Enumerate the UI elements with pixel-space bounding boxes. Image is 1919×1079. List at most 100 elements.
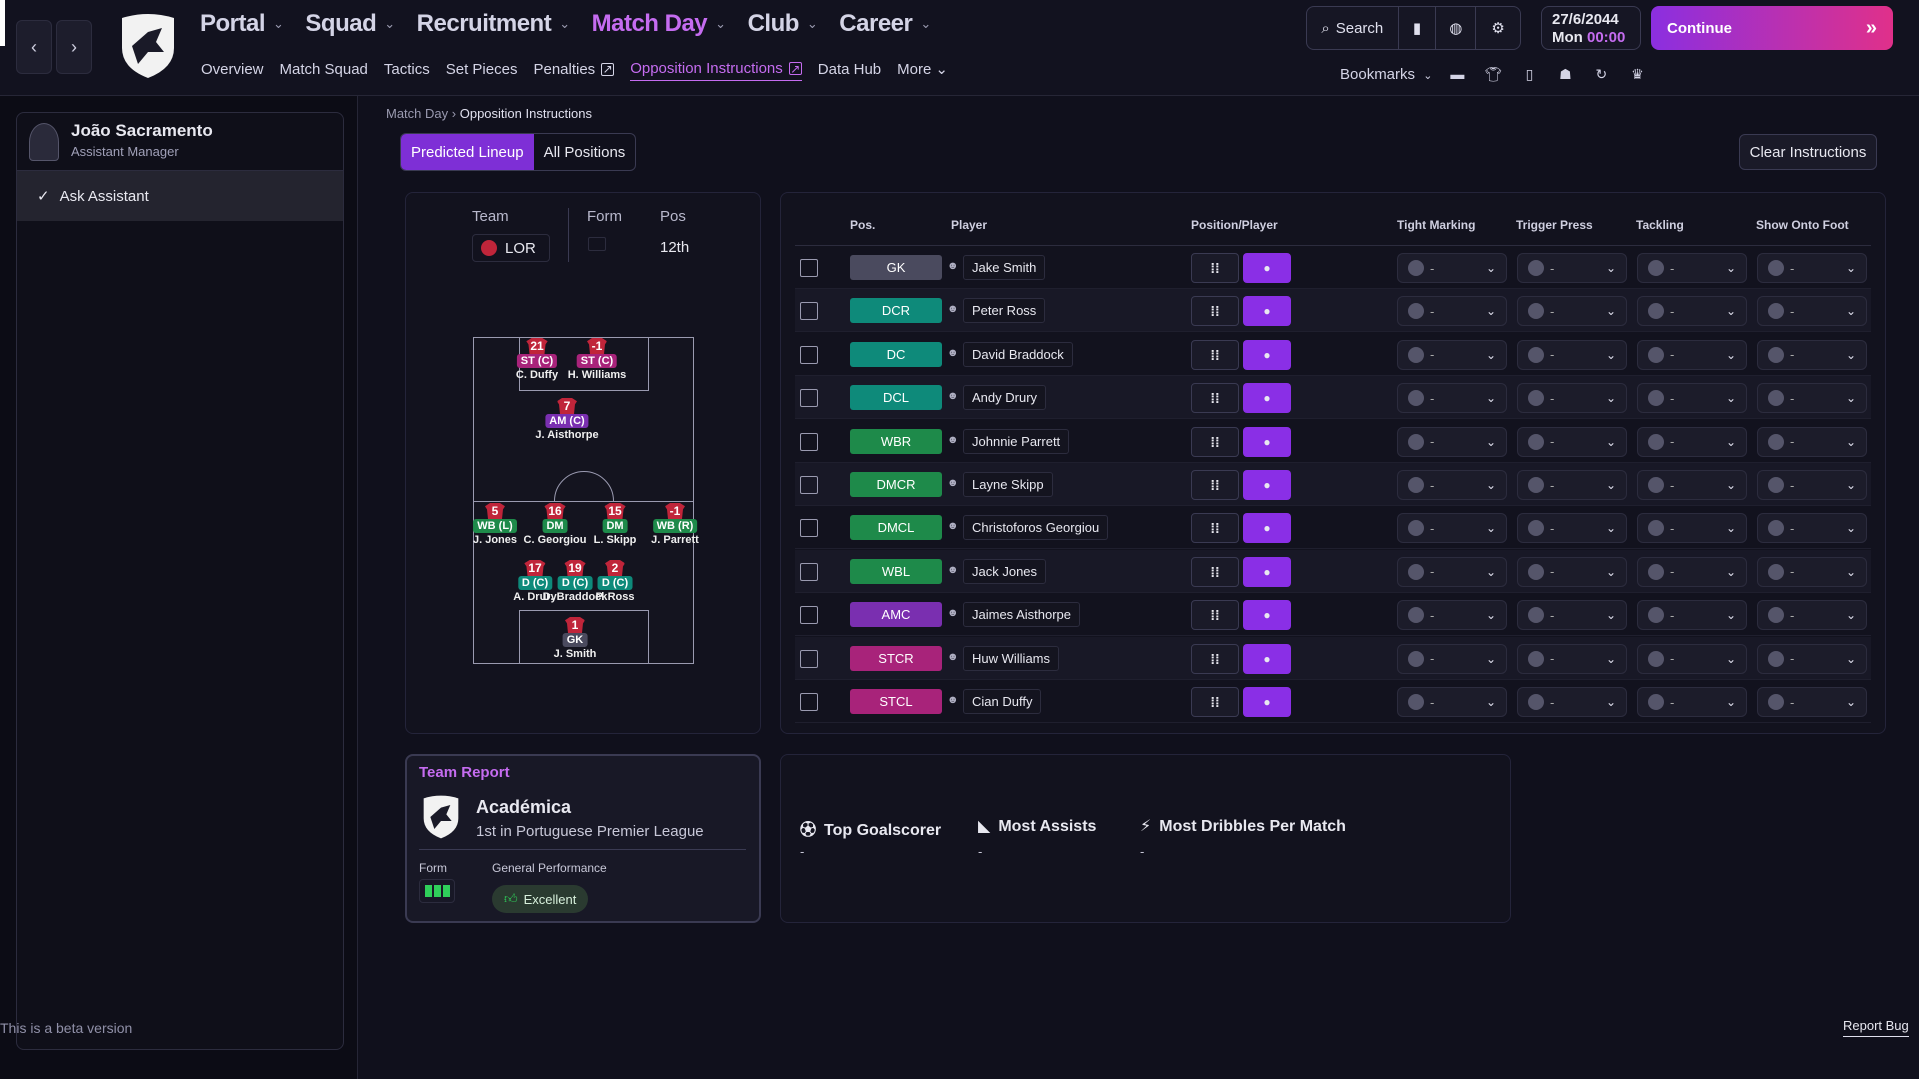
forward-button[interactable]: › xyxy=(56,20,92,74)
pitch-player[interactable]: 19 D (C) D. Braddock xyxy=(543,560,607,603)
search-button[interactable]: ⌕ Search xyxy=(1307,7,1399,49)
player-name-chip[interactable]: Johnnie Parrett xyxy=(963,428,1070,454)
subnav-data-hub[interactable]: Data Hub xyxy=(818,60,881,81)
instruction-dropdown[interactable]: - ⌄ xyxy=(1397,426,1507,457)
instruction-dropdown[interactable]: - ⌄ xyxy=(1517,513,1627,544)
pitch-player[interactable]: -1 WB (R) J. Parrett xyxy=(651,503,699,546)
instruction-dropdown[interactable]: - ⌄ xyxy=(1397,556,1507,587)
player-name-chip[interactable]: Cian Duffy xyxy=(963,689,1042,714)
subnav-opposition-instructions[interactable]: Opposition Instructions ↗ xyxy=(630,60,802,81)
position-toggle-button[interactable]: ⁞⁞ xyxy=(1191,556,1239,587)
instruction-dropdown[interactable]: - ⌄ xyxy=(1757,383,1867,414)
instruction-dropdown[interactable]: - ⌄ xyxy=(1757,556,1867,587)
instruction-dropdown[interactable]: - ⌄ xyxy=(1397,643,1507,674)
subnav-set-pieces[interactable]: Set Pieces xyxy=(446,60,518,81)
instruction-dropdown[interactable]: - ⌄ xyxy=(1517,687,1627,717)
position-toggle-button[interactable]: ⁞⁞ xyxy=(1191,470,1239,500)
nav-match-day[interactable]: Match Day ⌄ xyxy=(592,10,726,38)
instruction-dropdown[interactable]: - ⌄ xyxy=(1397,383,1507,414)
row-checkbox[interactable] xyxy=(800,606,818,625)
position-toggle-button[interactable]: ⁞⁞ xyxy=(1191,296,1239,327)
row-checkbox[interactable] xyxy=(800,345,818,364)
instruction-dropdown[interactable]: - ⌄ xyxy=(1637,339,1747,370)
instruction-dropdown[interactable]: - ⌄ xyxy=(1397,296,1507,327)
date-display[interactable]: 27/6/2044 Mon 00:00 xyxy=(1541,6,1641,50)
clipboard-icon[interactable]: ▯ xyxy=(1525,65,1534,82)
player-name-chip[interactable]: Jack Jones xyxy=(963,558,1047,584)
pitch-player[interactable]: -1 ST (C) H. Williams xyxy=(568,338,626,381)
back-button[interactable]: ‹ xyxy=(16,20,52,74)
instruction-dropdown[interactable]: - ⌄ xyxy=(1637,426,1747,457)
subnav-overview[interactable]: Overview xyxy=(201,60,264,81)
row-checkbox[interactable] xyxy=(800,476,818,494)
player-toggle-button[interactable]: ● xyxy=(1243,426,1291,457)
instruction-dropdown[interactable]: - ⌄ xyxy=(1637,513,1747,544)
instruction-dropdown[interactable]: - ⌄ xyxy=(1517,383,1627,414)
instruction-dropdown[interactable]: - ⌄ xyxy=(1757,600,1867,631)
position-toggle-button[interactable]: ⁞⁞ xyxy=(1191,383,1239,414)
instruction-dropdown[interactable]: - ⌄ xyxy=(1637,687,1747,717)
staff-icon[interactable]: ☗ xyxy=(1559,65,1572,82)
pitch-player[interactable]: 17 D (C) A. Drury xyxy=(513,560,557,603)
shirt-icon[interactable]: 👕︎ xyxy=(1484,65,1503,82)
instruction-dropdown[interactable]: - ⌄ xyxy=(1637,600,1747,631)
player-toggle-button[interactable]: ● xyxy=(1243,687,1291,717)
instruction-dropdown[interactable]: - ⌄ xyxy=(1757,296,1867,327)
instruction-dropdown[interactable]: - ⌄ xyxy=(1397,600,1507,631)
bookmarks-dropdown[interactable]: Bookmarks ⌄ xyxy=(1340,66,1432,83)
player-toggle-button[interactable]: ● xyxy=(1243,643,1291,674)
player-toggle-button[interactable]: ● xyxy=(1243,600,1291,631)
pitch-player[interactable]: 16 DM C. Georgiou xyxy=(524,503,586,546)
pitch-player[interactable]: 7 AM (C) J. Aisthorpe xyxy=(535,398,599,441)
position-toggle-button[interactable]: ⁞⁞ xyxy=(1191,600,1239,631)
report-bug-link[interactable]: Report Bug xyxy=(1843,1018,1909,1037)
instruction-dropdown[interactable]: - ⌄ xyxy=(1637,296,1747,327)
instruction-dropdown[interactable]: - ⌄ xyxy=(1517,470,1627,500)
nav-recruitment[interactable]: Recruitment ⌄ xyxy=(417,10,570,38)
player-name-chip[interactable]: Jaimes Aisthorpe xyxy=(963,602,1080,628)
player-toggle-button[interactable]: ● xyxy=(1243,296,1291,327)
instruction-dropdown[interactable]: - ⌄ xyxy=(1637,643,1747,674)
instruction-dropdown[interactable]: - ⌄ xyxy=(1397,253,1507,283)
position-toggle-button[interactable]: ⁞⁞ xyxy=(1191,687,1239,717)
instruction-dropdown[interactable]: - ⌄ xyxy=(1637,383,1747,414)
position-toggle-button[interactable]: ⁞⁞ xyxy=(1191,339,1239,370)
player-name-chip[interactable]: Andy Drury xyxy=(963,385,1047,411)
nav-squad[interactable]: Squad ⌄ xyxy=(305,10,395,38)
player-toggle-button[interactable]: ● xyxy=(1243,556,1291,587)
subnav-penalties[interactable]: Penalties ↗ xyxy=(533,60,615,81)
continue-button[interactable]: Continue » xyxy=(1651,6,1893,50)
player-toggle-button[interactable]: ● xyxy=(1243,339,1291,370)
pitch-player[interactable]: 21 ST (C) C. Duffy xyxy=(516,338,558,381)
instruction-dropdown[interactable]: - ⌄ xyxy=(1637,470,1747,500)
position-toggle-button[interactable]: ⁞⁞ xyxy=(1191,643,1239,674)
globe-button[interactable]: ◍ xyxy=(1436,7,1477,49)
instruction-dropdown[interactable]: - ⌄ xyxy=(1517,643,1627,674)
subnav-match-squad[interactable]: Match Squad xyxy=(280,60,368,81)
row-checkbox[interactable] xyxy=(800,562,818,581)
clear-instructions-button[interactable]: Clear Instructions xyxy=(1739,134,1877,170)
refresh-icon[interactable]: ↻ xyxy=(1595,65,1608,82)
instruction-dropdown[interactable]: - ⌄ xyxy=(1517,600,1627,631)
instruction-dropdown[interactable]: - ⌄ xyxy=(1757,687,1867,717)
player-name-chip[interactable]: Peter Ross xyxy=(963,298,1046,324)
instruction-dropdown[interactable]: - ⌄ xyxy=(1397,470,1507,500)
instruction-dropdown[interactable]: - ⌄ xyxy=(1757,339,1867,370)
team-chip[interactable]: LOR xyxy=(472,234,550,262)
row-checkbox[interactable] xyxy=(800,649,818,668)
player-name-chip[interactable]: David Braddock xyxy=(963,341,1073,367)
pitch-player[interactable]: 5 WB (L) J. Jones xyxy=(473,503,517,546)
instruction-dropdown[interactable]: - ⌄ xyxy=(1397,687,1507,717)
position-toggle-button[interactable]: ⁞⁞ xyxy=(1191,513,1239,544)
breadcrumb-parent[interactable]: Match Day xyxy=(386,106,449,121)
player-toggle-button[interactable]: ● xyxy=(1243,383,1291,414)
instruction-dropdown[interactable]: - ⌄ xyxy=(1757,470,1867,500)
row-checkbox[interactable] xyxy=(800,432,818,451)
instruction-dropdown[interactable]: - ⌄ xyxy=(1517,296,1627,327)
row-checkbox[interactable] xyxy=(800,389,818,408)
all-positions-tab[interactable]: All Positions xyxy=(543,143,626,161)
position-toggle-button[interactable]: ⁞⁞ xyxy=(1191,253,1239,283)
player-toggle-button[interactable]: ● xyxy=(1243,513,1291,544)
chat-icon[interactable]: ▬ xyxy=(1450,66,1465,82)
